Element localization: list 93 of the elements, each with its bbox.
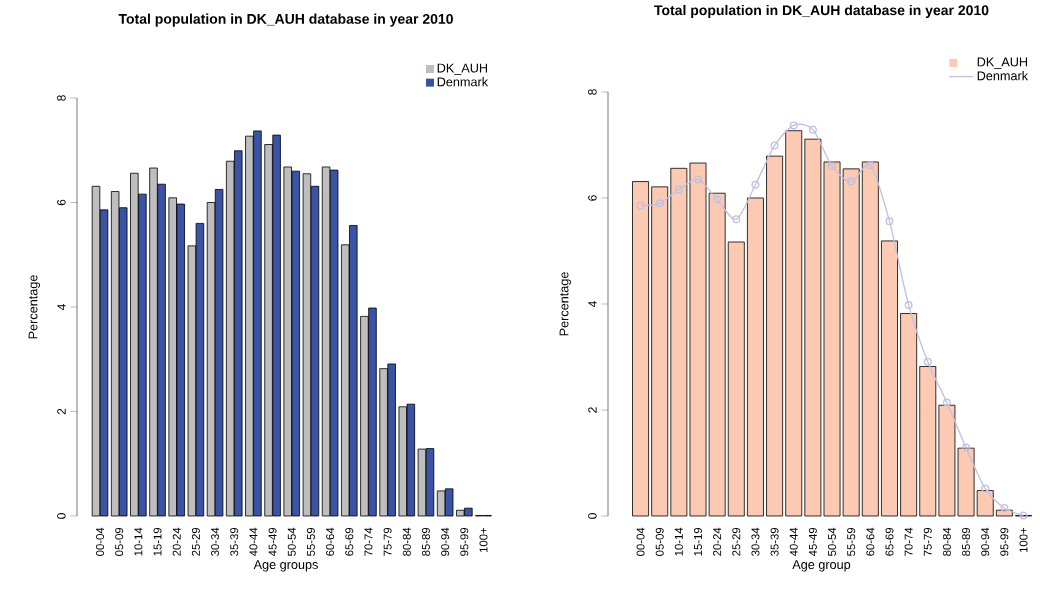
chart-title: Total population in DK_AUH database in year 2010 [654, 4, 989, 18]
point [828, 162, 837, 171]
x-tick-label: 60-64 [326, 527, 335, 556]
point [770, 141, 779, 150]
point [923, 357, 932, 366]
bar [747, 197, 764, 517]
point [789, 121, 798, 130]
x-tick-label: 00-04 [636, 527, 645, 556]
x-tick-label: 100+ [479, 527, 488, 553]
y-tick-label: 0 [57, 513, 66, 519]
bar [861, 161, 879, 517]
x-tick-label: 10-14 [674, 527, 683, 556]
point [636, 201, 645, 210]
point [904, 301, 913, 310]
y-axis-title: Percentage [28, 275, 40, 339]
legend-label: Denmark [977, 70, 1029, 81]
bar [881, 240, 898, 517]
x-tick-label: 35-39 [770, 527, 779, 556]
x-tick-label: 30-34 [751, 527, 760, 556]
point [693, 175, 702, 184]
y-tick-label: 6 [588, 195, 597, 201]
y-tick-label: 2 [588, 407, 597, 413]
point [866, 161, 875, 170]
x-tick-label: 30-34 [211, 527, 220, 556]
x-tick-label: 95-99 [460, 527, 469, 556]
x-tick-label: 90-94 [981, 527, 990, 556]
x-axis-title: Age group [792, 560, 851, 572]
point [981, 484, 990, 493]
x-tick-label: 50-54 [287, 527, 296, 556]
x-tick-label: 25-29 [732, 527, 741, 556]
point [655, 199, 664, 208]
x-tick-label: 40-44 [249, 527, 258, 557]
legend-label: Denmark [437, 77, 489, 87]
y-tick-label: 8 [588, 89, 597, 95]
bar [766, 155, 784, 517]
x-tick-label: 65-69 [345, 527, 354, 556]
bar [919, 366, 937, 517]
x-tick-label: 75-79 [923, 527, 932, 556]
point [885, 217, 894, 226]
x-tick-label: 90-94 [441, 527, 450, 556]
x-tick-label: 70-74 [364, 527, 373, 556]
chart-title: Total population in DK_AUH database in year 2010 [118, 13, 453, 27]
y-axis-title: Percentage [559, 272, 571, 336]
bar [651, 186, 669, 517]
legend-label: DK_AUH [977, 57, 1028, 69]
x-tick-label: 65-69 [885, 527, 894, 556]
x-tick-label: 05-09 [115, 527, 124, 556]
y-tick-label: 8 [57, 95, 66, 101]
point [962, 443, 971, 452]
bar [900, 313, 918, 517]
x-tick-label: 45-49 [808, 527, 817, 557]
bar [785, 130, 803, 517]
x-tick-label: 15-19 [153, 527, 162, 556]
x-tick-label: 10-14 [134, 527, 143, 556]
bar [632, 181, 649, 517]
bar [976, 490, 994, 517]
x-tick-label: 95-99 [1000, 527, 1009, 556]
x-tick-label: 15-19 [693, 527, 702, 556]
point [732, 215, 741, 224]
x-tick-label: 00-04 [96, 527, 105, 556]
x-tick-label: 35-39 [230, 527, 239, 556]
x-tick-label: 05-09 [655, 527, 664, 556]
y-tick-label: 4 [588, 301, 597, 308]
legend-label: DK_AUH [437, 63, 488, 75]
x-tick-label: 20-24 [172, 527, 181, 556]
x-tick-label: 100+ [1019, 527, 1028, 553]
y-tick-label: 4 [57, 304, 66, 311]
x-tick-label: 50-54 [828, 527, 837, 556]
x-tick-label: 85-89 [962, 527, 971, 556]
point [713, 195, 722, 204]
x-axis-title: Age groups [253, 560, 318, 572]
x-tick-label: 80-84 [942, 527, 951, 556]
x-tick-label: 80-84 [402, 527, 411, 556]
point [847, 177, 856, 186]
x-tick-label: 70-74 [904, 527, 913, 556]
y-tick-label: 6 [57, 199, 66, 206]
x-tick-label: 75-79 [383, 527, 392, 556]
y-tick-label: 0 [588, 513, 597, 519]
x-tick-label: 85-89 [421, 527, 430, 556]
point [942, 398, 951, 407]
x-tick-label: 40-44 [789, 527, 798, 557]
point [808, 125, 817, 134]
x-tick-label: 55-59 [306, 527, 315, 556]
point [751, 180, 760, 189]
x-tick-label: 60-64 [866, 527, 875, 556]
x-tick-label: 55-59 [847, 527, 856, 556]
x-tick-label: 45-49 [268, 527, 277, 557]
bar [727, 241, 745, 517]
point [1000, 504, 1009, 513]
x-tick-label: 25-29 [191, 527, 200, 556]
x-tick-label: 20-24 [713, 527, 722, 556]
point [674, 185, 683, 194]
y-tick-label: 2 [57, 408, 66, 415]
